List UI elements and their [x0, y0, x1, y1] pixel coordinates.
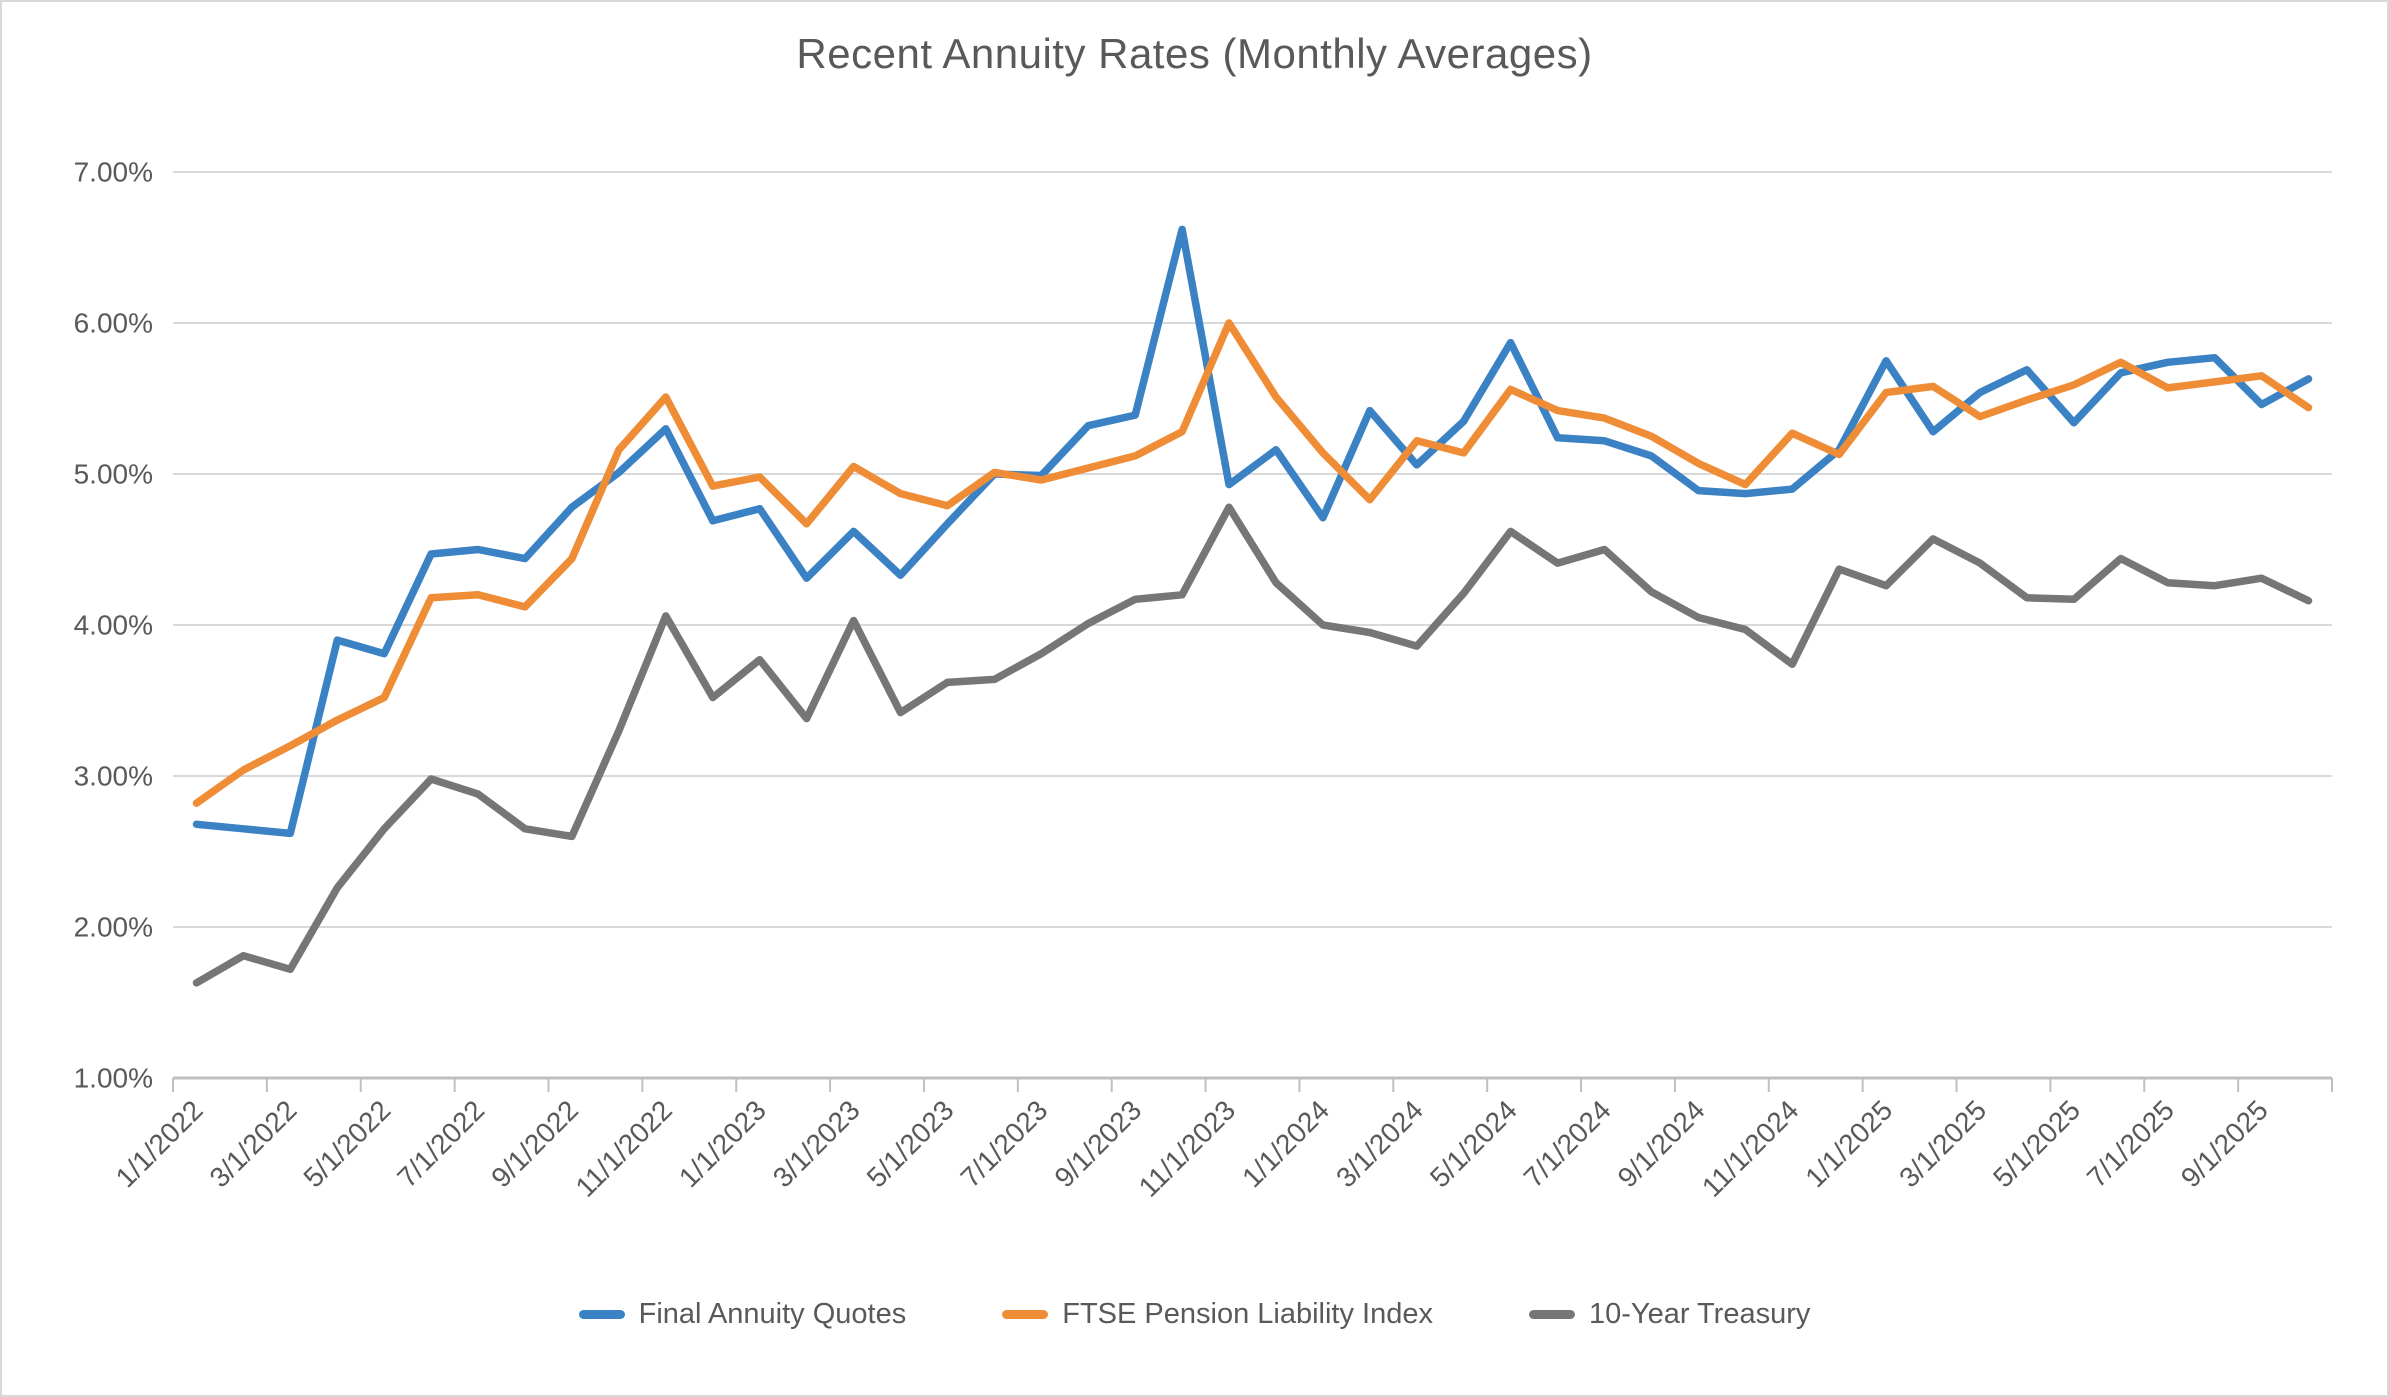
y-axis-label: 1.00%	[74, 1063, 153, 1094]
chart-legend: Final Annuity Quotes FTSE Pension Liabil…	[2, 1298, 2387, 1331]
legend-swatch-orange-line-icon	[1002, 1310, 1049, 1319]
y-axis-label: 4.00%	[74, 610, 153, 641]
x-axis-label: 9/1/2023	[1048, 1094, 1147, 1193]
y-axis-label: 6.00%	[74, 308, 153, 339]
x-axis-label: 5/1/2022	[297, 1094, 396, 1193]
series-line-10-year-treasury[interactable]	[192, 503, 2313, 987]
x-axis-label: 3/1/2023	[767, 1094, 866, 1193]
x-axis-label: 7/1/2022	[391, 1094, 490, 1193]
y-axis-label: 5.00%	[74, 459, 153, 490]
y-axis-label: 3.00%	[74, 761, 153, 792]
x-axis-label: 1/1/2022	[110, 1094, 209, 1193]
x-axis-label: 9/1/2024	[1612, 1094, 1711, 1193]
x-axis-label: 7/1/2023	[955, 1094, 1054, 1193]
legend-item-ftse-pension-liability-index[interactable]: FTSE Pension Liability Index	[1002, 1298, 1433, 1331]
legend-swatch-gray-line-icon	[1528, 1310, 1575, 1319]
x-axis-label: 3/1/2025	[1893, 1094, 1992, 1193]
series-line-ftse-pension-liability-index[interactable]	[192, 319, 2313, 807]
chart-title: Recent Annuity Rates (Monthly Averages)	[796, 30, 1593, 77]
legend-label: FTSE Pension Liability Index	[1062, 1298, 1433, 1330]
y-axis-label: 2.00%	[74, 912, 153, 943]
x-axis-label: 11/1/2023	[1133, 1094, 1242, 1203]
x-axis-label: 1/1/2025	[1799, 1094, 1898, 1193]
x-axis-label: 9/1/2025	[2175, 1094, 2274, 1193]
x-axis-label: 7/1/2025	[2081, 1094, 2180, 1193]
x-axis-label: 9/1/2022	[485, 1094, 584, 1193]
legend-swatch-blue-line-icon	[578, 1310, 625, 1319]
legend-label: Final Annuity Quotes	[638, 1298, 907, 1330]
x-axis-label: 3/1/2022	[204, 1094, 303, 1193]
legend-item-10-year-treasury[interactable]: 10-Year Treasury	[1528, 1298, 1811, 1331]
x-axis-label: 1/1/2024	[1236, 1094, 1335, 1193]
x-axis-label: 11/1/2024	[1696, 1094, 1805, 1203]
x-axis-label: 11/1/2022	[570, 1094, 679, 1203]
x-axis-label: 5/1/2025	[1987, 1094, 2086, 1193]
x-axis-label: 5/1/2024	[1424, 1094, 1523, 1193]
legend-label: 10-Year Treasury	[1588, 1298, 1811, 1330]
x-axis-label: 3/1/2024	[1330, 1094, 1429, 1193]
legend-item-final-annuity-quotes[interactable]: Final Annuity Quotes	[578, 1298, 907, 1331]
y-axis-label: 7.00%	[74, 157, 153, 188]
x-axis-label: 5/1/2023	[861, 1094, 960, 1193]
series-line-final-annuity-quotes[interactable]	[192, 225, 2313, 838]
x-axis-label: 1/1/2023	[673, 1094, 772, 1193]
x-axis-label: 7/1/2024	[1518, 1094, 1617, 1193]
